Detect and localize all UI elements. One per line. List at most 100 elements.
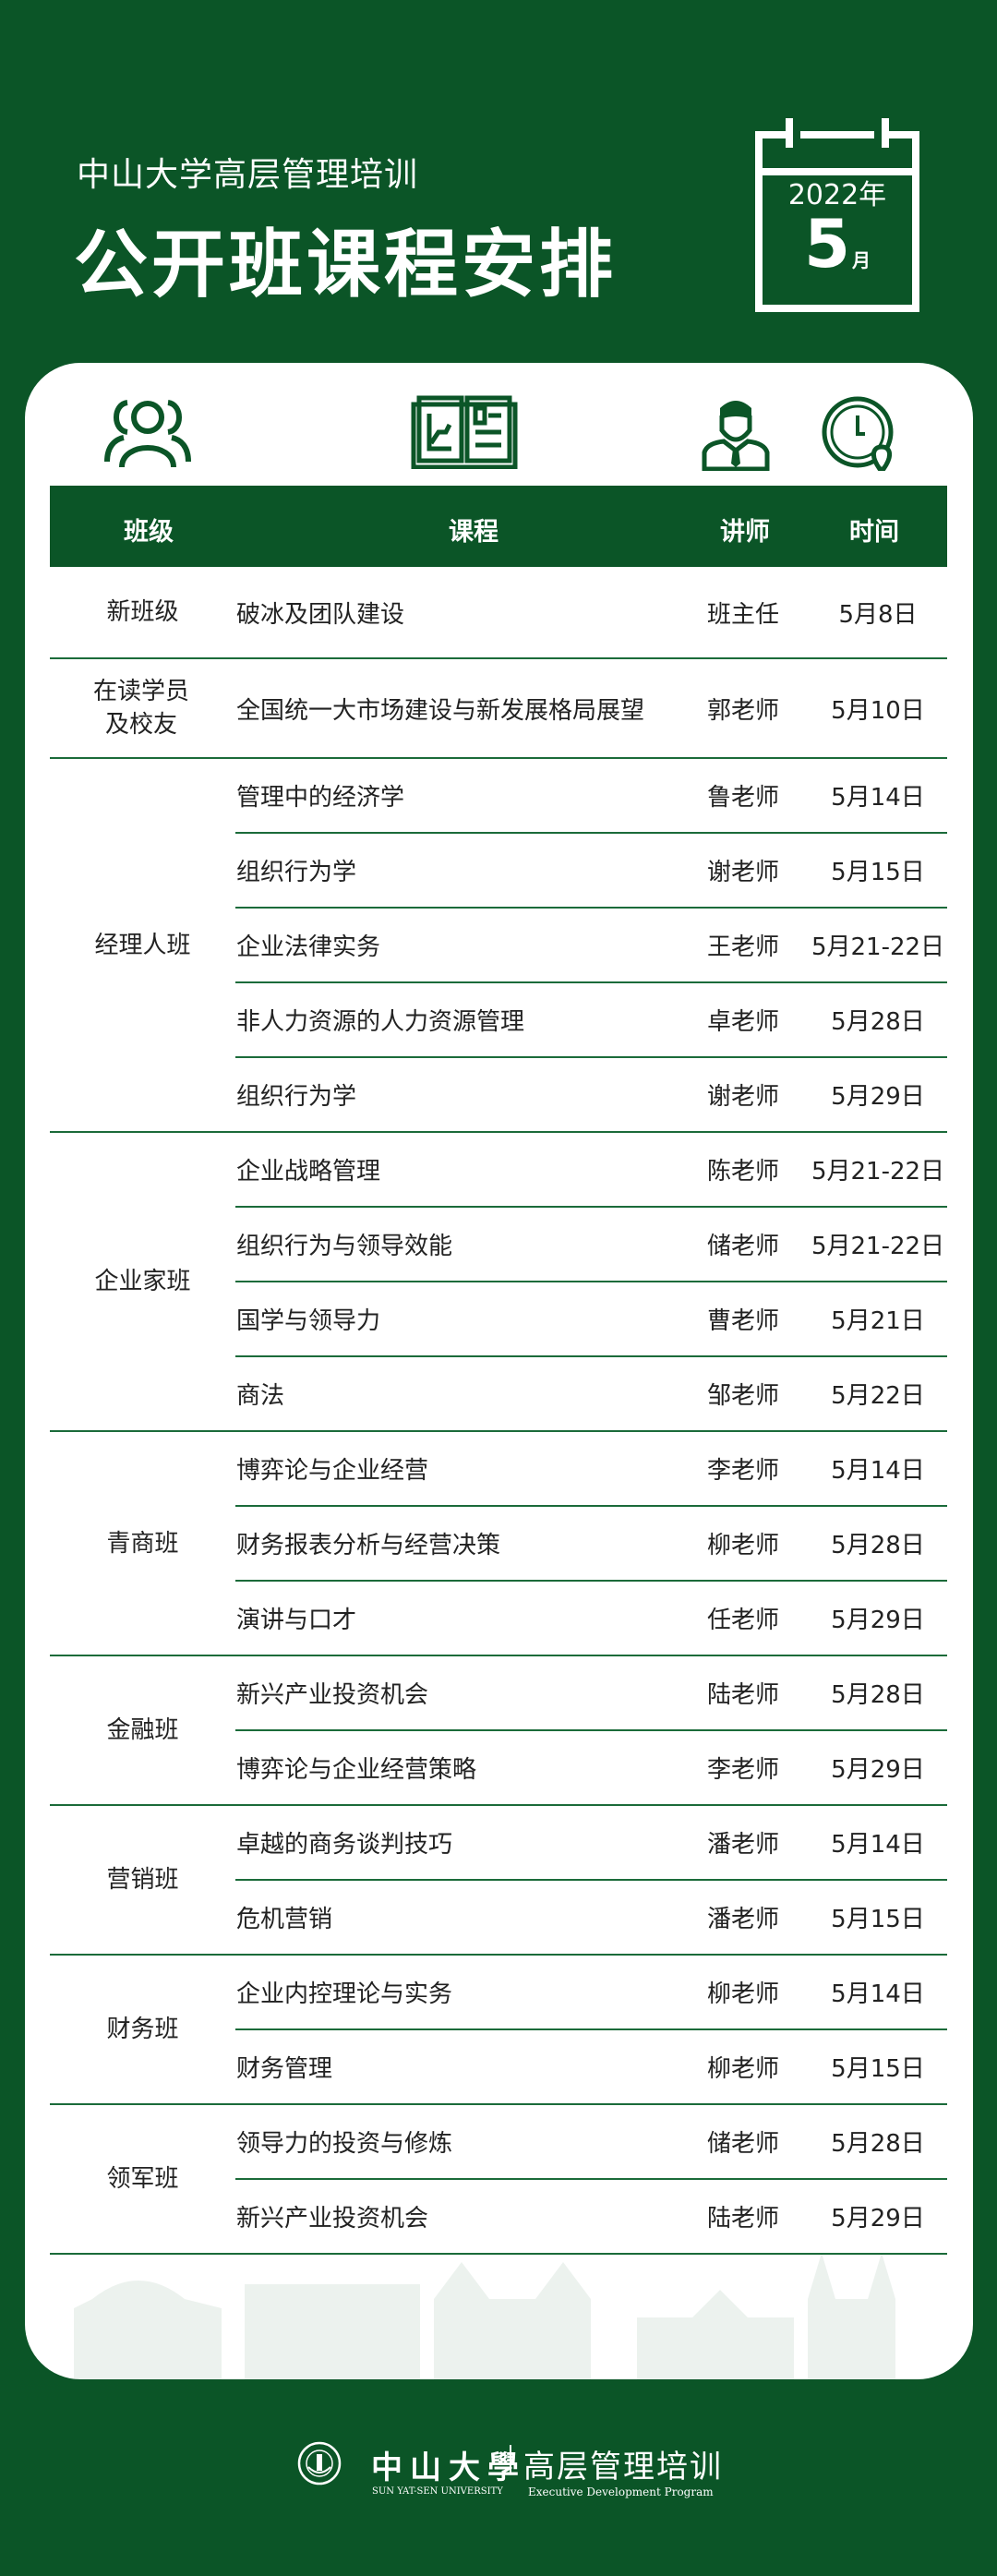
table-row: 国学与领导力 曹老师 5月21日 [235, 1282, 947, 1357]
class-name: 在读学员 及校友 [92, 678, 189, 739]
table-row: 博弈论与企业经营 李老师 5月14日 [235, 1432, 947, 1507]
course-cell: 全国统一大市场建设与新发展格局展望 [236, 696, 645, 725]
teacher-cell: 储老师 [707, 2130, 780, 2158]
course-cell: 组织行为与领导效能 [236, 1233, 453, 1260]
table-row: 组织行为学 谢老师 5月29日 [235, 1058, 947, 1131]
date-cell: 5月10日 [831, 696, 925, 725]
date-cell: 5月14日 [831, 1831, 925, 1859]
teacher-cell: 谢老师 [707, 859, 780, 886]
class-name: 经理人班 [94, 931, 191, 959]
course-cell: 博弈论与企业经营 [236, 1457, 429, 1485]
course-cell: 管理中的经济学 [236, 784, 405, 812]
table-row: 非人力资源的人力资源管理 卓老师 5月28日 [235, 983, 947, 1058]
table-row: 破冰及团队建设 班主任 5月8日 [235, 567, 947, 657]
university-name-en: SUN YAT-SEN UNIVERSITY [372, 2486, 503, 2497]
course-cell: 商法 [236, 1382, 285, 1410]
course-cell: 博弈论与企业经营策略 [236, 1756, 477, 1784]
date-cell: 5月21-22日 [811, 933, 945, 961]
class-name: 财务班 [106, 2016, 179, 2043]
teacher-cell: 柳老师 [707, 1980, 780, 2008]
teacher-cell: 曹老师 [707, 1307, 780, 1335]
date-cell: 5月28日 [831, 1681, 925, 1709]
date-cell: 5月29日 [831, 2205, 925, 2233]
header-teacher: 讲师 [720, 518, 770, 547]
table-row: 财务管理 柳老师 5月15日 [235, 2030, 947, 2103]
teacher-cell: 李老师 [707, 1756, 780, 1784]
course-cell: 危机营销 [236, 1906, 333, 1933]
university-seal-logo [297, 2441, 342, 2486]
teacher-cell: 陆老师 [707, 2205, 780, 2233]
teacher-cell: 储老师 [707, 1233, 780, 1260]
class-group: 领军班 领导力的投资与修炼 储老师 5月28日 新兴产业投资机会 陆老师 5月29日 [50, 2105, 947, 2255]
table-row: 新兴产业投资机会 陆老师 5月29日 [235, 2180, 947, 2253]
course-cell: 新兴产业投资机会 [236, 2205, 429, 2233]
table-header: 班级 课程 讲师 时间 [50, 486, 947, 567]
program-name-en: Executive Development Program [528, 2486, 714, 2498]
teacher-cell: 陈老师 [707, 1158, 780, 1186]
teacher-cell: 柳老师 [707, 1532, 780, 1559]
teacher-cell: 潘老师 [707, 1906, 780, 1933]
date-cell: 5月28日 [831, 1532, 925, 1559]
table-row: 企业法律实务 王老师 5月21-22日 [235, 909, 947, 983]
date-cell: 5月15日 [831, 1906, 925, 1933]
footer-divider [510, 2445, 511, 2474]
schedule-card [25, 363, 973, 2379]
course-cell: 新兴产业投资机会 [236, 1681, 429, 1709]
class-group: 企业家班 企业战略管理 陈老师 5月21-22日 组织行为与领导效能 储老师 5月21-22… [50, 1133, 947, 1432]
teacher-cell: 任老师 [707, 1607, 780, 1634]
table-row: 领导力的投资与修炼 储老师 5月28日 [235, 2105, 947, 2180]
teacher-cell: 潘老师 [707, 1831, 780, 1859]
date-cell: 5月21日 [831, 1307, 925, 1335]
table-row: 企业战略管理 陈老师 5月21-22日 [235, 1133, 947, 1208]
table-row: 全国统一大市场建设与新发展格局展望 郭老师 5月10日 [233, 659, 947, 757]
teacher-cell: 邹老师 [707, 1382, 780, 1410]
month-number: 5 [803, 205, 851, 283]
people-icon [104, 400, 191, 468]
class-group: 金融班 新兴产业投资机会 陆老师 5月28日 博弈论与企业经营策略 李老师 5月29日 [50, 1656, 947, 1806]
month-unit: 月 [852, 249, 871, 271]
course-cell: 企业战略管理 [236, 1158, 381, 1186]
class-name: 营销班 [106, 1866, 179, 1894]
table-row: 演讲与口才 任老师 5月29日 [235, 1582, 947, 1655]
date-cell: 5月15日 [831, 859, 925, 886]
date-cell: 5月8日 [838, 600, 918, 629]
date-cell: 5月14日 [831, 1980, 925, 2008]
teacher-cell: 鲁老师 [707, 784, 780, 812]
course-cell: 企业内控理论与实务 [236, 1980, 453, 2008]
teacher-cell: 卓老师 [707, 1008, 780, 1036]
table-row: 危机营销 潘老师 5月15日 [235, 1881, 947, 1954]
course-cell: 组织行为学 [236, 1083, 357, 1111]
course-cell: 国学与领导力 [236, 1307, 381, 1335]
course-cell: 财务管理 [236, 2055, 333, 2083]
table-row: 博弈论与企业经营策略 李老师 5月29日 [235, 1731, 947, 1804]
book-icon [411, 395, 518, 469]
teacher-cell: 柳老师 [707, 2055, 780, 2083]
clock-icon [822, 396, 894, 471]
schedule-table: 新班级 破冰及团队建设 班主任 5月8日 在读学员 及校友 全国统一大市场建设与新发展格局… [50, 567, 947, 2255]
table-row: 商法 邹老师 5月22日 [235, 1357, 947, 1430]
class-group: 营销班 卓越的商务谈判技巧 潘老师 5月14日 危机营销 潘老师 5月15日 [50, 1806, 947, 1956]
program-name-cn: 高层管理培训 [523, 2449, 723, 2486]
course-cell: 破冰及团队建设 [236, 600, 405, 629]
table-row: 组织行为与领导效能 储老师 5月21-22日 [235, 1208, 947, 1282]
table-row: 财务报表分析与经营决策 柳老师 5月28日 [235, 1507, 947, 1582]
calendar-icon [755, 118, 919, 312]
date-cell: 5月14日 [831, 1457, 925, 1485]
class-name: 新班级 [106, 598, 179, 626]
calendar-year: 2022年 [787, 179, 887, 211]
teacher-cell: 王老师 [707, 933, 780, 961]
class-name: 金融班 [106, 1716, 179, 1744]
date-cell: 5月22日 [831, 1382, 925, 1410]
class-group: 在读学员 及校友 全国统一大市场建设与新发展格局展望 郭老师 5月10日 [50, 659, 947, 759]
table-row: 企业内控理论与实务 柳老师 5月14日 [235, 1956, 947, 2030]
course-cell: 非人力资源的人力资源管理 [236, 1008, 525, 1036]
class-group: 财务班 企业内控理论与实务 柳老师 5月14日 财务管理 柳老师 5月15日 [50, 1956, 947, 2105]
course-cell: 企业法律实务 [236, 933, 381, 961]
campus-buildings-watermark [74, 2253, 895, 2382]
header-subtitle: 中山大学高层管理培训 [77, 156, 419, 194]
date-cell: 5月29日 [831, 1607, 925, 1634]
teacher-cell: 班主任 [707, 600, 780, 629]
header-class: 班级 [124, 518, 174, 547]
course-cell: 卓越的商务谈判技巧 [236, 1831, 453, 1859]
date-cell: 5月29日 [831, 1756, 925, 1784]
